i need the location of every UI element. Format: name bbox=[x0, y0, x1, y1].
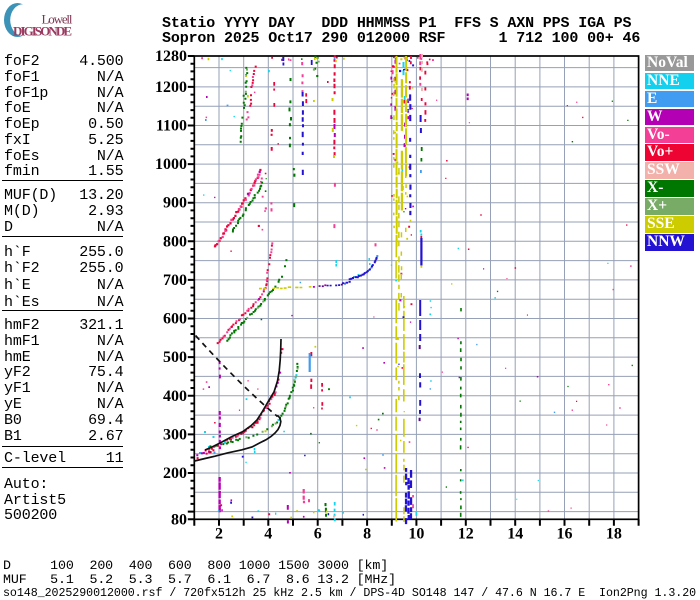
svg-text:1280: 1280 bbox=[155, 48, 187, 65]
svg-text:10: 10 bbox=[408, 526, 424, 543]
svg-text:500: 500 bbox=[163, 349, 187, 366]
svg-text:14: 14 bbox=[507, 526, 523, 543]
svg-text:1000: 1000 bbox=[155, 156, 187, 173]
svg-text:400: 400 bbox=[163, 388, 187, 405]
svg-text:600: 600 bbox=[163, 311, 187, 328]
svg-text:8: 8 bbox=[363, 526, 371, 543]
svg-text:16: 16 bbox=[557, 526, 573, 543]
svg-text:DIGISONDE: DIGISONDE bbox=[13, 24, 72, 39]
svg-text:700: 700 bbox=[163, 272, 187, 289]
svg-text:4: 4 bbox=[264, 526, 272, 543]
svg-text:2: 2 bbox=[215, 526, 223, 543]
svg-text:12: 12 bbox=[458, 526, 474, 543]
svg-text:1100: 1100 bbox=[156, 118, 187, 135]
svg-text:900: 900 bbox=[163, 195, 187, 212]
svg-text:Lowell: Lowell bbox=[42, 12, 73, 27]
svg-text:80: 80 bbox=[171, 511, 187, 528]
svg-text:200: 200 bbox=[163, 465, 187, 482]
svg-text:300: 300 bbox=[163, 426, 187, 443]
svg-text:18: 18 bbox=[606, 526, 622, 543]
svg-text:800: 800 bbox=[163, 233, 187, 250]
svg-text:6: 6 bbox=[314, 526, 322, 543]
svg-text:1200: 1200 bbox=[155, 79, 187, 96]
